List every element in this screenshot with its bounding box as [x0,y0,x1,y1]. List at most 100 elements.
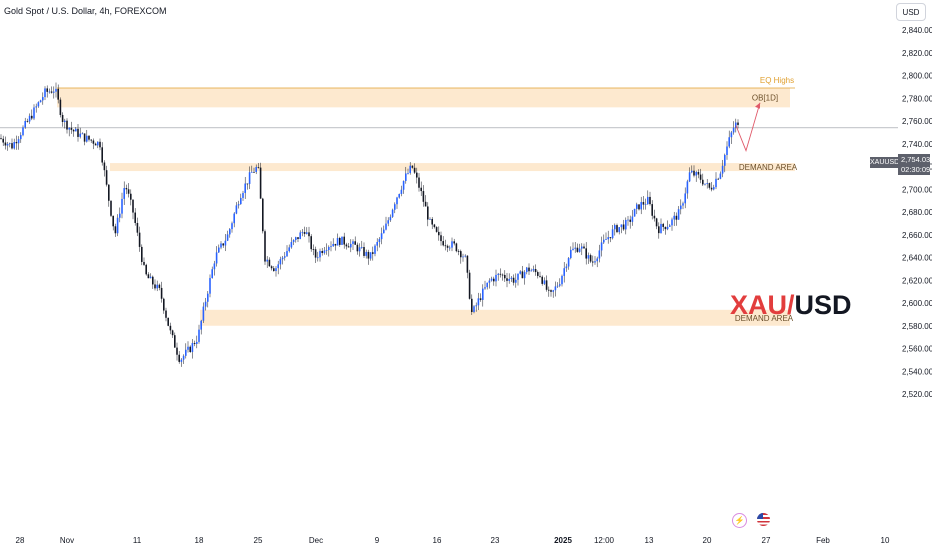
candle-body [363,247,365,256]
candle-body [482,288,484,300]
candle-body [222,243,224,246]
candle-body [301,232,304,233]
candle-body [24,120,26,128]
overlay-text-part2: USD [794,290,852,320]
candle-body [559,284,561,286]
candle-body [523,272,526,279]
candle-body [235,205,238,214]
candle-body [713,187,715,190]
xauusd-overlay-text: XAU/USD [730,290,852,321]
us-flag-event-icon[interactable] [757,513,770,526]
candle-body [512,277,515,283]
candle-body [532,269,535,271]
candle-body [649,196,651,205]
candle-body [193,343,196,344]
candle-body [112,215,114,227]
candle-body [147,274,150,279]
zone-rect [110,163,795,172]
candle-body [134,212,136,223]
candle-body [277,264,279,269]
candle-body [218,247,220,253]
candle-body [380,233,383,240]
candle-body [160,287,163,299]
time-tick-label: 28 [16,536,25,545]
candle-body [658,226,660,234]
candle-body [352,241,354,244]
currency-button[interactable]: USD [896,3,926,21]
candle-body [244,183,246,193]
candle-body [35,106,37,108]
price-tick-label: 2,740.00 [902,140,932,149]
candle-body [475,305,477,307]
candle-body [103,162,106,171]
candle-body [295,237,297,240]
candle-body [88,135,90,140]
candle-body [506,278,508,281]
candle-body [341,236,343,245]
candle-body [427,206,429,220]
candle-body [0,138,2,139]
candle-body [174,335,176,348]
candle-body [682,203,684,206]
candle-body [627,219,629,221]
candle-body [442,241,444,246]
candle-body [684,193,686,204]
candle-body [691,170,693,173]
candle-body [526,267,528,273]
candle-body [284,256,286,258]
candle-body [394,204,396,210]
candle-body [550,290,552,292]
candle-body [574,247,576,249]
candle-body [11,143,13,149]
zone-rect [57,88,790,108]
candle-body [655,218,658,227]
candle-body [224,240,227,246]
chart-title: Gold Spot / U.S. Dollar, 4h, FOREXCOM [4,6,167,16]
candle-body [609,237,612,239]
time-tick-label: 13 [645,536,654,545]
price-tick-label: 2,600.00 [902,299,932,308]
candle-body [202,306,205,321]
candle-body [156,284,158,289]
candle-body [666,226,669,230]
candle-body [688,172,691,182]
candle-body [191,343,194,352]
candle-body [292,239,295,242]
candle-body [200,320,202,330]
candle-body [154,284,156,289]
candle-body [81,133,84,135]
candle-body [325,250,328,251]
candle-body [400,189,403,195]
candle-body [508,278,510,281]
candle-body [664,226,667,230]
candle-body [490,278,493,281]
candle-body [279,259,282,265]
candle-body [710,187,713,190]
candle-body [330,246,332,248]
candle-body [548,289,550,291]
candle-body [488,280,491,283]
candle-body [268,259,271,267]
lightning-event-icon[interactable]: ⚡ [732,513,747,528]
candle-body [416,172,418,178]
candle-body [39,100,42,103]
candle-body [446,245,449,248]
candle-body [405,173,407,181]
price-tick-label: 2,760.00 [902,117,932,126]
current-price-tag: 2,754.03 02:30:09 [898,154,930,175]
candle-body [312,249,315,250]
candle-body [387,220,389,224]
candle-body [237,204,240,206]
price-tick-label: 2,780.00 [902,94,932,103]
candle-body [240,197,242,205]
candle-body [708,183,711,188]
candle-body [493,278,495,282]
candle-body [636,204,638,209]
candle-body [246,183,249,185]
candle-body [686,181,689,194]
candle-body [376,241,378,246]
candle-body [303,232,306,234]
candle-body [717,178,719,180]
candle-body [189,346,191,352]
